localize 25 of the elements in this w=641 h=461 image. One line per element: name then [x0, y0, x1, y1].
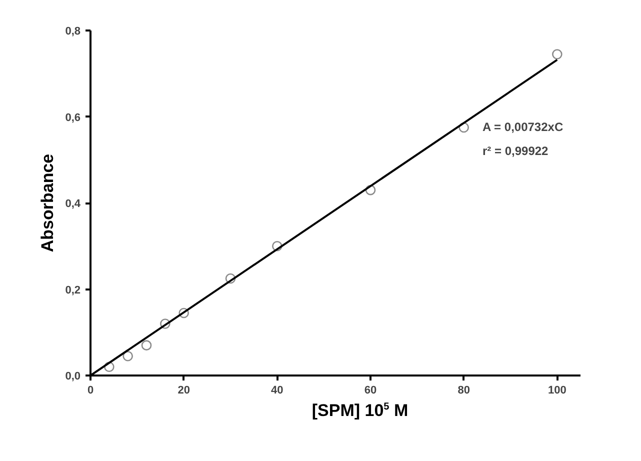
x-tick-label: 100: [548, 384, 566, 396]
point: [458, 122, 469, 133]
y-axis-title: Absorbance: [38, 154, 58, 252]
y-tick-label: 0,4: [65, 198, 82, 210]
point: [552, 49, 562, 60]
x-axis-title: [SPM] 10$^{5}$ M: [312, 400, 408, 422]
y-tick-label: 0,2: [65, 284, 81, 296]
x-tick-label: 80: [458, 384, 470, 396]
annotation: r² = 0,99922: [482, 144, 549, 158]
x-tick-label: 60: [364, 384, 377, 396]
y-tick-label: 0,8: [65, 26, 81, 38]
y-tick-label: 0,6: [65, 112, 81, 124]
point: [272, 240, 282, 252]
point: [104, 362, 114, 372]
point: [225, 273, 236, 284]
y-tick-label: 0,0: [65, 370, 81, 382]
point: [160, 318, 170, 329]
point: [178, 308, 189, 318]
x-tick-label: 40: [271, 384, 284, 396]
annotation: A = 0,00732xC: [482, 120, 564, 134]
point: [365, 184, 376, 196]
x-tick-label: 0: [87, 384, 94, 396]
point: [141, 340, 152, 350]
x-tick-label: 20: [178, 384, 190, 396]
point: [122, 350, 133, 362]
